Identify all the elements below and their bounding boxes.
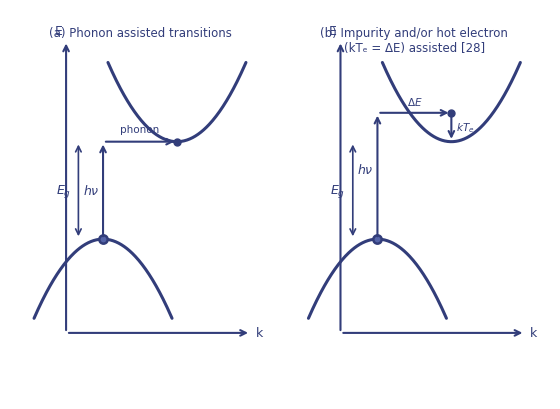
Text: E: E [55, 25, 63, 38]
Text: $h\nu$: $h\nu$ [83, 184, 99, 198]
Text: $\Delta E$: $\Delta E$ [407, 96, 422, 108]
Text: $kT_e$: $kT_e$ [456, 121, 475, 135]
Text: E: E [329, 25, 337, 38]
Text: k: k [256, 327, 263, 339]
Text: (a) Phonon assisted transitions: (a) Phonon assisted transitions [49, 27, 231, 40]
Text: k: k [530, 327, 538, 339]
Text: phonon: phonon [120, 125, 160, 135]
Text: $E_g$: $E_g$ [330, 182, 346, 200]
Text: (b) Impurity and/or hot electron
(kTₑ = ΔE) assisted [28]: (b) Impurity and/or hot electron (kTₑ = … [320, 27, 508, 55]
Text: $h\nu$: $h\nu$ [357, 162, 374, 176]
Text: $E_g$: $E_g$ [56, 182, 71, 200]
